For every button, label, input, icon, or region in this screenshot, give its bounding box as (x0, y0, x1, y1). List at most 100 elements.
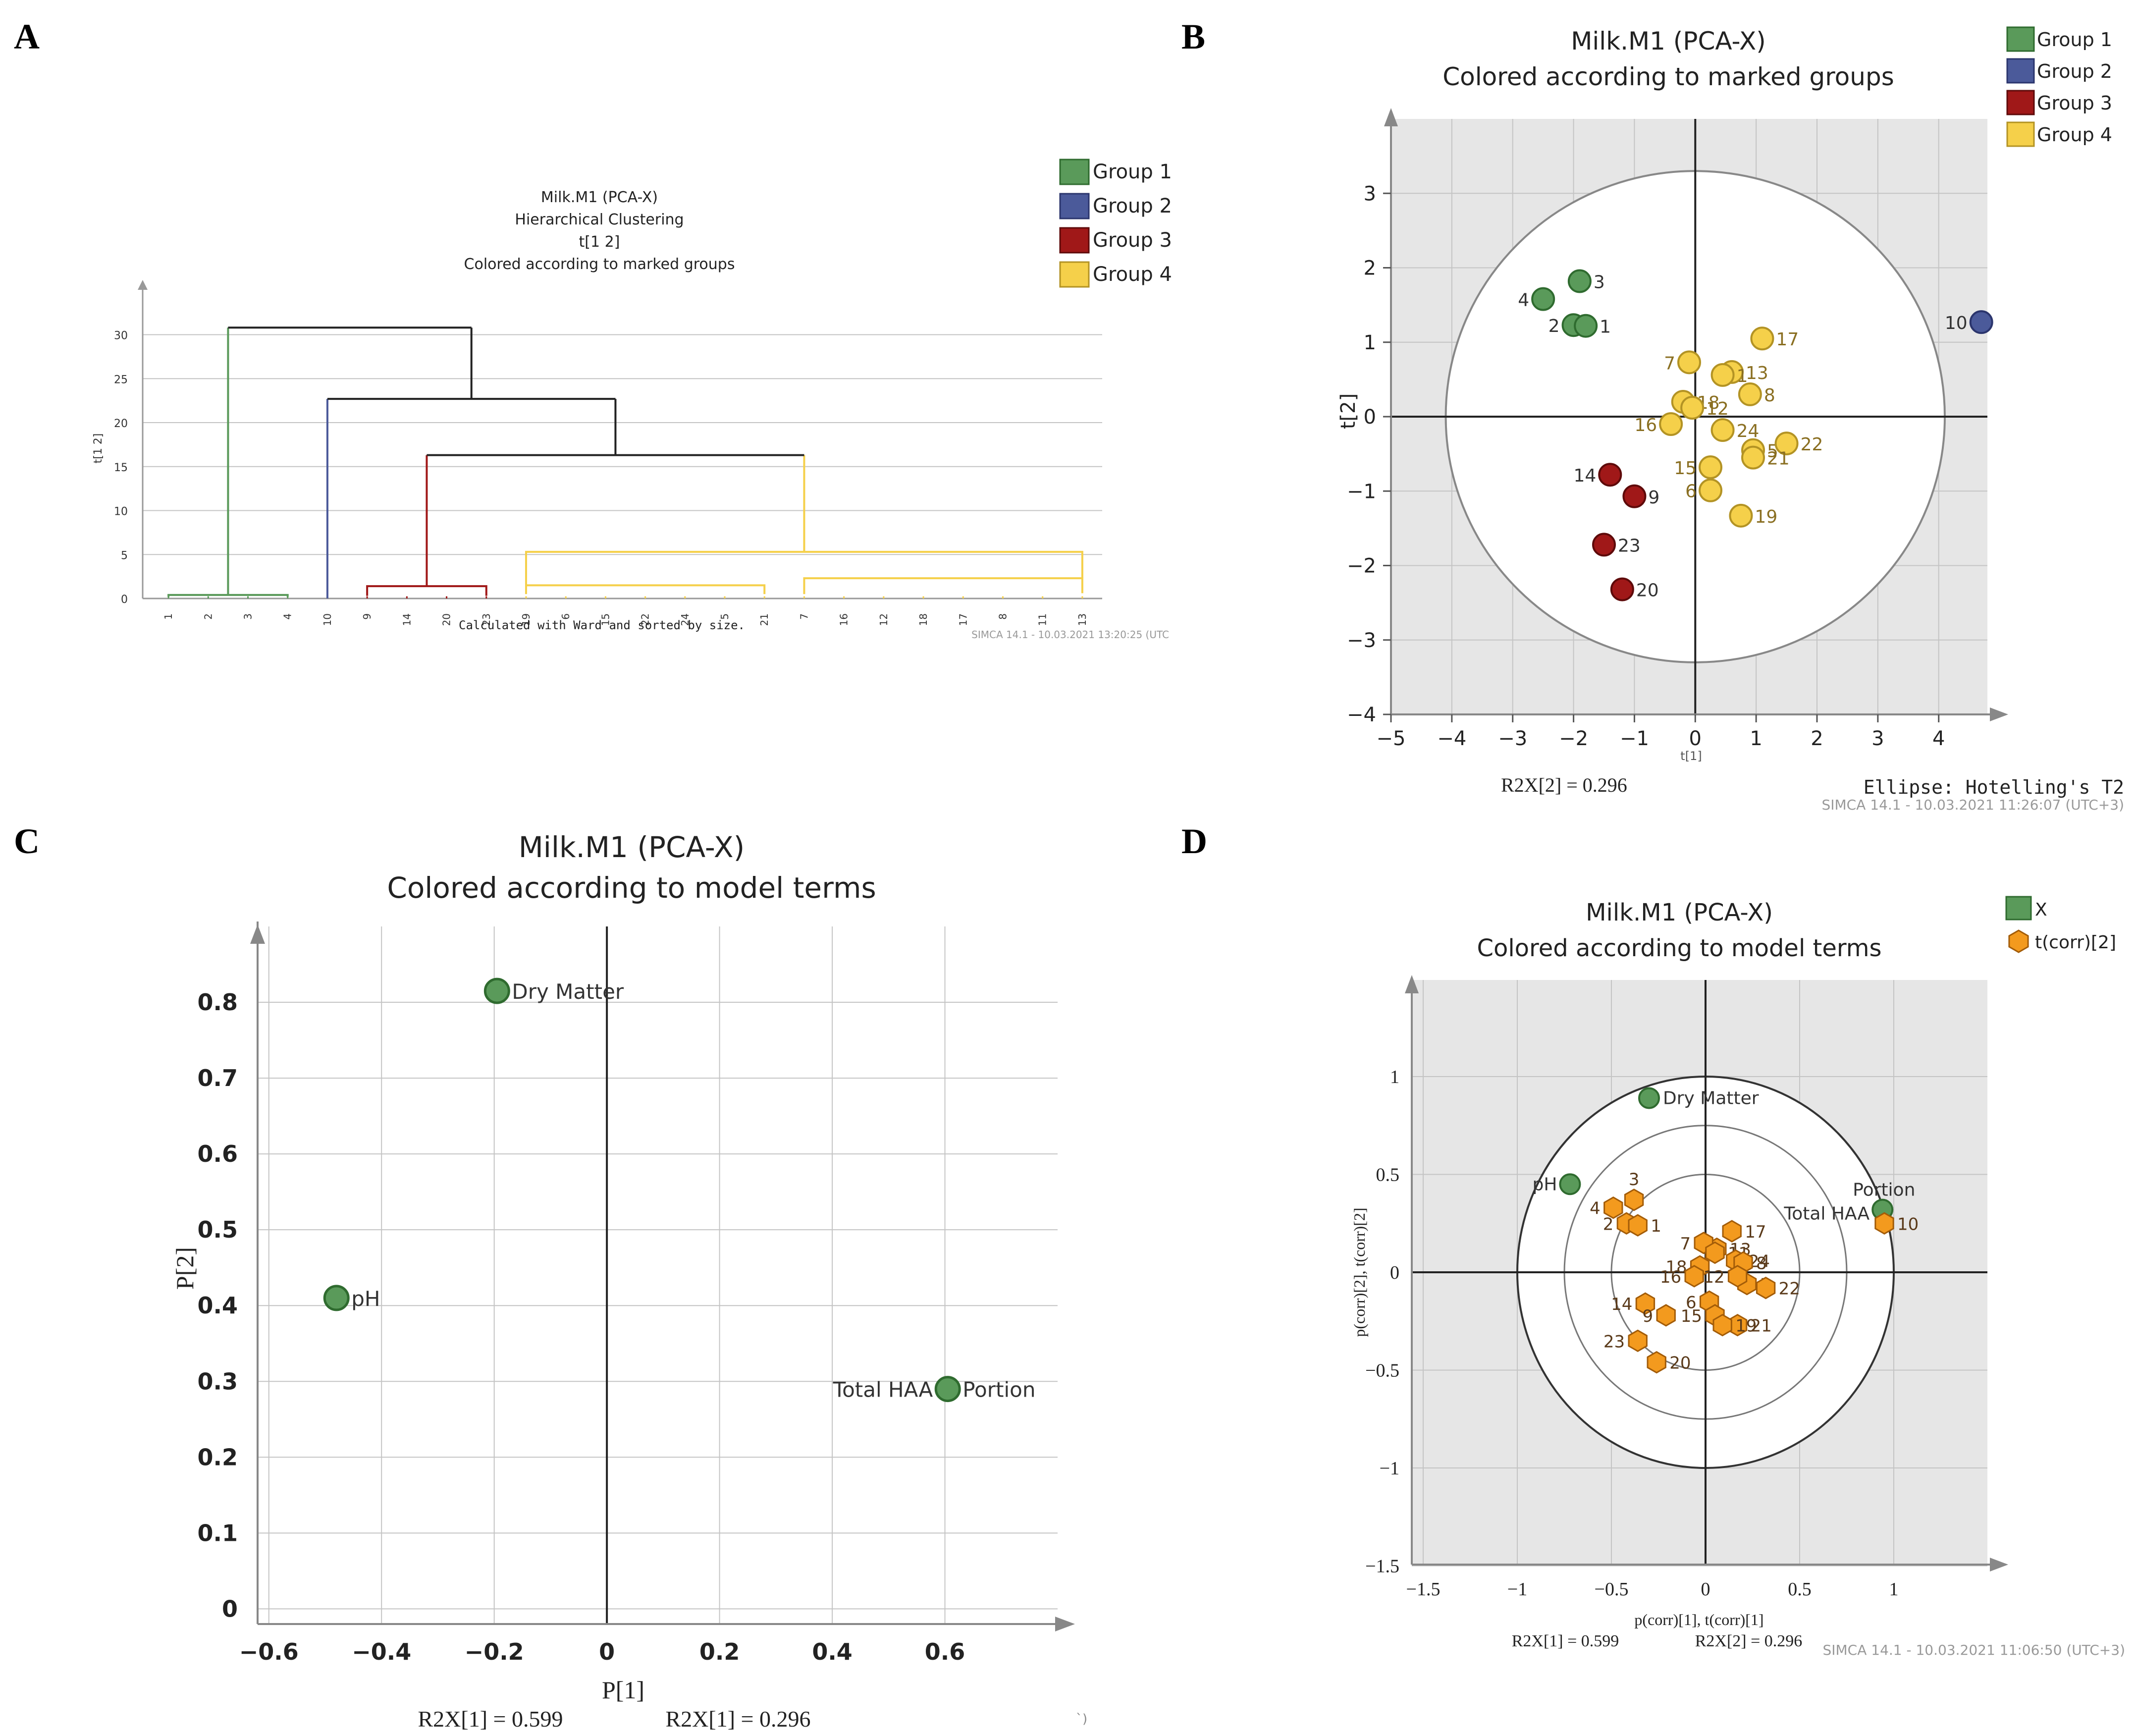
panel-b-point-label: 14 (1573, 466, 1596, 486)
panel-c-title-line: Milk.M1 (PCA-X) (519, 830, 745, 864)
panel-letter-b: B (1181, 17, 1205, 56)
panel-c-point-label: Portion (962, 1378, 1035, 1402)
panel-c-ytick-label: 0.6 (198, 1140, 238, 1167)
panel-c-xtick-label: 0 (599, 1638, 615, 1665)
panel-d-ytick-label: 0.5 (1376, 1165, 1400, 1186)
panel-d-score-point (1635, 1292, 1655, 1315)
panel-d-x-arrow (1990, 1558, 2008, 1572)
panel-a-title-line: Milk.M1 (PCA-X) (541, 189, 658, 206)
panel-b-point (1699, 478, 1722, 502)
panel-d-score-label: 6 (1686, 1293, 1697, 1312)
panel-b-point-label: 22 (1801, 434, 1823, 455)
panel-d-score-label: 10 (1897, 1214, 1919, 1234)
panel-c-loading-plot: −0.6 −0.4 −0.2 0 0.2 0.4 0.6 0 0.1 0.2 0.3 0.4 0.5 0.… (171, 830, 1075, 1732)
panel-d-variable-label: Total HAA (1783, 1204, 1869, 1224)
panel-c-xtick-label: −0.4 (352, 1638, 411, 1665)
panel-d-score-label: 16 (1660, 1267, 1681, 1287)
panel-a-legend-swatch (1059, 193, 1090, 219)
panel-d-ytick-label: 1 (1390, 1067, 1399, 1087)
panel-b-legend-swatch (2006, 26, 2035, 52)
panel-b-xtick-label: −5 (1377, 727, 1406, 750)
panel-a-leaf-label: 13 (1076, 613, 1088, 626)
panel-b-legend-swatch (2006, 58, 2035, 84)
panel-d-xtick-label: 1 (1889, 1579, 1899, 1600)
panel-d-score-point (1722, 1220, 1742, 1243)
panel-d-xtick-label: −1.5 (1406, 1579, 1441, 1600)
panel-a-legend-label: Group 3 (1093, 229, 1172, 252)
panel-b-xtick-label: 3 (1871, 727, 1884, 750)
panel-c-point (483, 977, 510, 1004)
panel-a-leaf-label: 22 (640, 613, 651, 626)
panel-b-ytick-label: −3 (1347, 629, 1376, 652)
panel-b-point (1750, 326, 1774, 351)
panel-a-legend-swatch (1059, 227, 1090, 254)
panel-d-x-label: p(corr)[1], t(corr)[1] (1634, 1611, 1763, 1628)
panel-b-ytick-label: 3 (1364, 182, 1376, 205)
panel-c-x-arrow (1055, 1617, 1075, 1631)
panel-c-point (323, 1285, 350, 1311)
panel-b-xtick-label: −1 (1620, 727, 1649, 750)
panel-d-variable-label: Dry Matter (1663, 1088, 1759, 1108)
panel-b-xtick-label: 0 (1689, 727, 1702, 750)
panel-d-variable-label: pH (1532, 1174, 1557, 1194)
panel-b-legend-label: Group 1 (2037, 29, 2112, 51)
panel-b-stamp: SIMCA 14.1 - 10.03.2021 11:26:07 (UTC+3) (1821, 797, 2124, 813)
panel-d-variable-point (1559, 1173, 1581, 1195)
panel-b-score-plot: −5 −4 −3 −2 −1 0 1 2 3 4−4−3−2−10123t[1]t[2]Milk.… (1337, 26, 2124, 813)
panel-b-ytick-label: −1 (1347, 480, 1376, 503)
panel-b-point (1567, 269, 1592, 293)
panel-a-leaf-label: 23 (481, 613, 492, 626)
panel-b-point (1622, 484, 1647, 508)
panel-a-leaf-label: 21 (758, 613, 770, 626)
panel-b-point-label: 7 (1664, 353, 1675, 374)
panel-c-r2x-2: R2X[1] = 0.296 (666, 1706, 811, 1732)
panel-d-ytick-label: 0 (1390, 1262, 1399, 1283)
panel-b-y-arrow (1384, 108, 1398, 126)
panel-b-point (1592, 533, 1616, 557)
panel-d-ytick-label: −1.5 (1365, 1556, 1399, 1577)
panel-b-r2x-annotation: R2X[2] = 0.296 (1501, 774, 1627, 796)
panel-c-ytick-label: 0 (222, 1595, 238, 1622)
panel-b-point-label: 24 (1737, 421, 1760, 441)
panel-d-score-point (1656, 1304, 1676, 1327)
panel-d-score-label: 7 (1680, 1234, 1691, 1254)
panel-d-xtick-label: −0.5 (1595, 1579, 1629, 1600)
panel-b-title-line: Milk.M1 (PCA-X) (1571, 27, 1766, 55)
panel-a-legend-label: Group 1 (1093, 161, 1172, 183)
panel-b-point-label: 17 (1776, 329, 1799, 350)
panel-a-legend-swatch (1059, 261, 1090, 288)
panel-d-score-label: 18 (1665, 1257, 1687, 1277)
panel-a-leaf-label: 20 (441, 613, 453, 626)
panel-a-ytick-label: 5 (121, 549, 128, 562)
panel-d-score-label: 12 (1703, 1267, 1724, 1287)
panel-d-score-label: 19 (1735, 1316, 1757, 1336)
panel-c-point-label: Total HAA (833, 1378, 933, 1402)
panel-d-score-label: 15 (1681, 1306, 1702, 1326)
panel-a-leaf-label: 10 (321, 613, 333, 626)
panel-c-xtick-label: 0.6 (925, 1638, 965, 1665)
panel-a-cluster-link (525, 584, 766, 595)
panel-a-leaf-label: 4 (282, 613, 294, 620)
panel-b-xtick-label: 1 (1750, 727, 1762, 750)
panel-d-score-label: 21 (1751, 1316, 1772, 1336)
panel-d-stamp: SIMCA 14.1 - 10.03.2021 11:06:50 (UTC+3) (1822, 1642, 2125, 1658)
panel-b-point (1969, 310, 1993, 334)
panel-c-y-arrow (250, 924, 265, 944)
panel-c-y-label: P[2] (171, 1247, 199, 1290)
panel-a-leaf-label: 3 (242, 613, 254, 620)
panel-d-title-line: Milk.M1 (PCA-X) (1586, 899, 1773, 926)
panel-d-y-label: p(corr)[2], t(corr)[2] (1350, 1207, 1368, 1337)
panel-c-ytick-label: 0.8 (198, 989, 238, 1016)
panel-c-xtick-label: 0.4 (812, 1638, 853, 1665)
panel-a-leaf-label: 6 (560, 613, 572, 620)
panel-b-ytick-label: −4 (1347, 704, 1376, 726)
panel-a-title-line: Colored according to marked groups (464, 256, 735, 273)
panel-b-point (1738, 382, 1762, 406)
panel-b-point (1710, 363, 1735, 387)
panel-c-point-label: pH (351, 1287, 380, 1311)
panel-c-xtick-label: 0.2 (699, 1638, 740, 1665)
panel-b-point-label: 16 (1634, 415, 1657, 435)
panel-d-score-label: 20 (1669, 1354, 1691, 1373)
panel-a-leaf-label: 2 (202, 613, 214, 620)
panel-a-ytick-label: 10 (114, 506, 128, 518)
